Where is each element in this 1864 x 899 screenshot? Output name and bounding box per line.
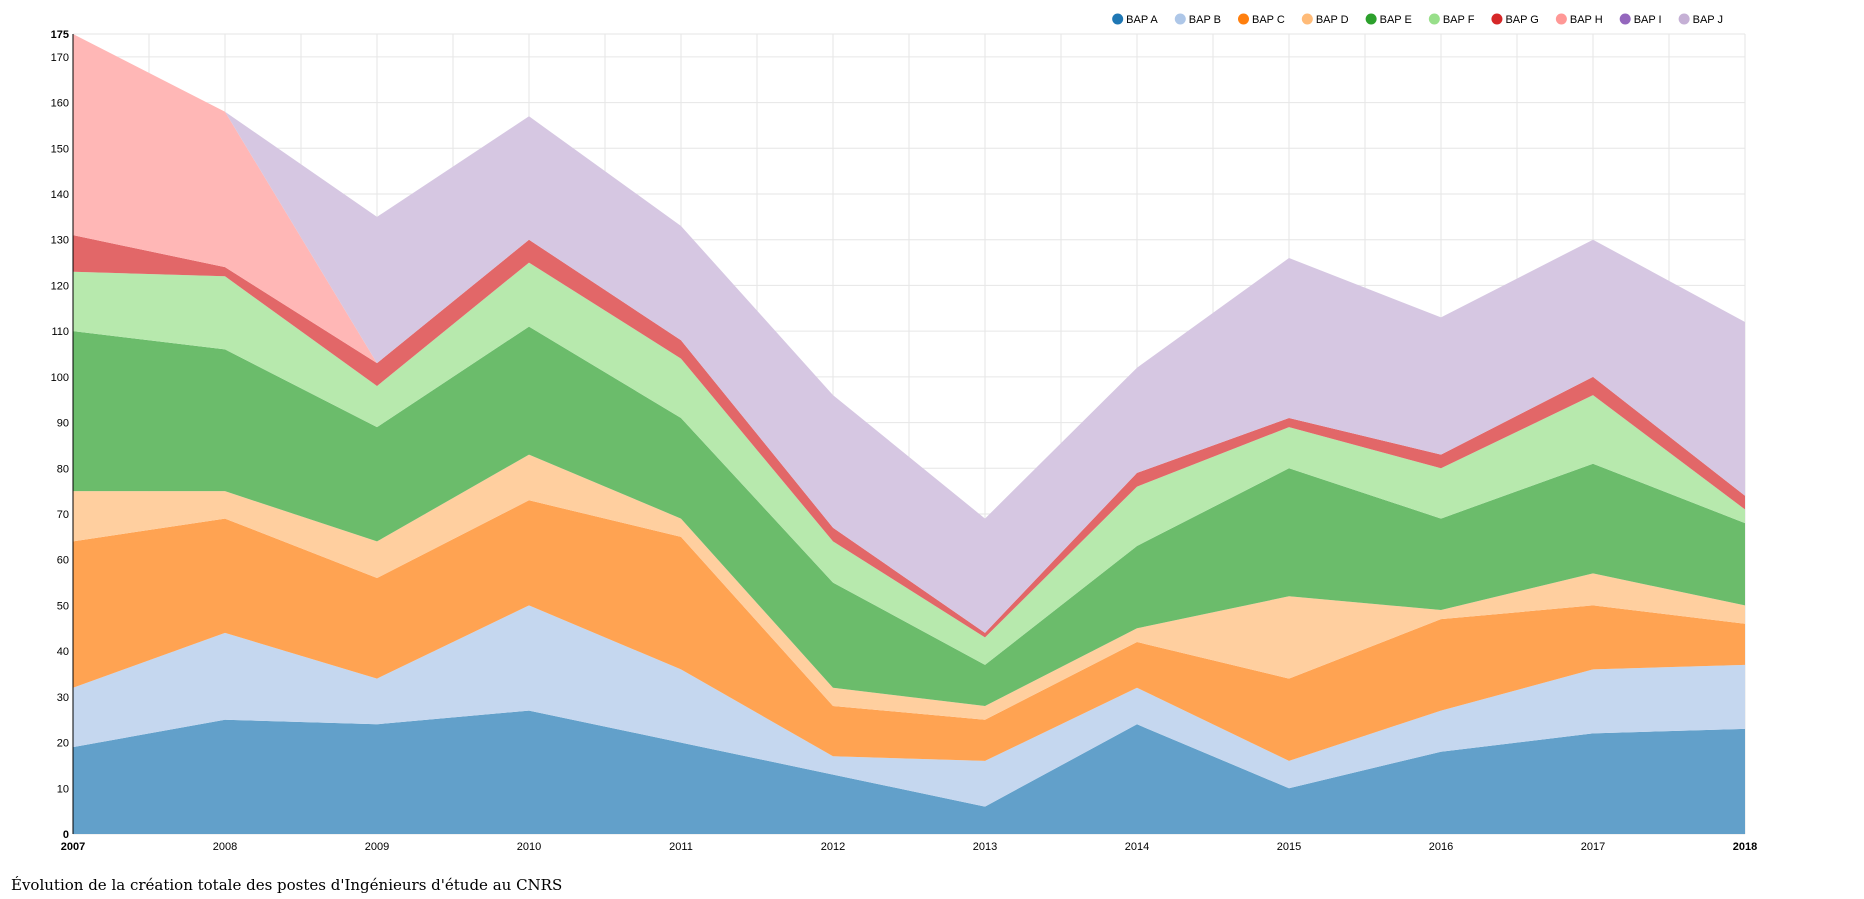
legend-swatch — [1428, 13, 1440, 25]
legend-swatch — [1491, 13, 1503, 25]
legend-label: BAP I — [1634, 14, 1662, 26]
legend-label: BAP E — [1380, 14, 1412, 26]
axis-layer: 0 10 20 30 40 50 60 70 80 90 100 110 120 130 140 150 160… — [51, 29, 1758, 853]
area-series-bap-b — [73, 605, 1745, 807]
legend-item-bap-a[interactable]: BAP A — [1112, 13, 1158, 27]
y-tick-label: 10 — [57, 783, 69, 795]
legend-item-bap-h[interactable]: BAP H — [1555, 13, 1603, 27]
y-tick-label: 50 — [57, 600, 69, 612]
y-tick-label: 150 — [51, 143, 69, 155]
legend-label: BAP F — [1443, 14, 1475, 26]
legend-label: BAP G — [1505, 14, 1538, 26]
x-tick-label: 2011 — [669, 841, 693, 853]
y-tick-label: 90 — [57, 418, 69, 430]
x-tick-label: 2013 — [973, 841, 997, 853]
legend-label: BAP B — [1189, 14, 1221, 26]
y-tick-label: 110 — [51, 326, 69, 338]
y-tick-label: 60 — [57, 555, 69, 567]
x-tick-label: 2015 — [1277, 841, 1301, 853]
y-tick-label: 100 — [51, 372, 69, 384]
legend-label: BAP A — [1126, 14, 1158, 26]
legend-item-bap-g[interactable]: BAP G — [1491, 13, 1539, 27]
x-tick-label: 2012 — [821, 841, 845, 853]
legend-swatch — [1678, 13, 1690, 25]
x-tick-label: 2009 — [365, 841, 389, 853]
y-tick-label: 170 — [51, 52, 69, 64]
area-series-bap-c — [73, 500, 1745, 761]
y-tick-label: 0 — [63, 829, 69, 841]
stacked-area-chart: 0 10 20 30 40 50 60 70 80 90 100 110 120 130 140 150 160… — [51, 13, 1758, 853]
x-tick-label: 2018 — [1733, 841, 1757, 853]
x-tick-label: 2007 — [61, 841, 85, 853]
x-tick-label: 2016 — [1429, 841, 1453, 853]
legend-swatch — [1619, 13, 1631, 25]
legend-swatch — [1238, 13, 1249, 25]
area-series-bap-d — [73, 454, 1745, 720]
legend-swatch — [1301, 13, 1313, 25]
legend-item-bap-d[interactable]: BAP D — [1301, 13, 1349, 27]
legend-item-bap-i[interactable]: BAP I — [1619, 13, 1662, 27]
legend-swatch — [1174, 13, 1186, 25]
x-tick-label: 2014 — [1125, 841, 1149, 853]
legend-swatch — [1555, 13, 1567, 25]
legend-label: BAP J — [1693, 14, 1723, 26]
y-tick-label: 70 — [57, 509, 69, 521]
legend-swatch — [1365, 13, 1377, 25]
legend-item-bap-f[interactable]: BAP F — [1428, 13, 1475, 27]
y-tick-label: 140 — [51, 189, 69, 201]
legend-label: BAP D — [1316, 14, 1349, 26]
y-tick-label: 40 — [57, 646, 69, 658]
legend-item-bap-j[interactable]: BAP J — [1678, 13, 1723, 27]
legend-item-bap-e[interactable]: BAP E — [1365, 13, 1412, 27]
y-tick-label: 160 — [51, 98, 69, 110]
y-tick-label: 20 — [57, 738, 69, 750]
x-tick-label: 2010 — [517, 841, 541, 853]
area-series-bap-j — [73, 34, 1745, 633]
legend-label: BAP H — [1570, 14, 1603, 26]
area-series-bap-a — [73, 710, 1745, 834]
chart-caption: Évolution de la création totale des post… — [11, 876, 563, 894]
area-series-bap-f — [73, 262, 1745, 665]
area-layer — [73, 34, 1745, 834]
x-tick-label: 2017 — [1581, 841, 1605, 853]
chart-area: 0 10 20 30 40 50 60 70 80 90 100 110 120 130 140 150 160… — [51, 13, 1758, 853]
legend-label: BAP C — [1252, 14, 1285, 26]
area-series-bap-e — [73, 326, 1745, 706]
y-tick-label: 175 — [51, 29, 69, 41]
x-tick-label: 2008 — [213, 841, 237, 853]
legend-item-bap-c[interactable]: BAP C — [1238, 13, 1285, 27]
legend: BAP A BAP B BAP C BAP D BAP E BAP F BAP G BAP H… — [1112, 13, 1723, 27]
legend-swatch — [1112, 13, 1124, 25]
y-tick-label: 130 — [51, 235, 69, 247]
legend-item-bap-b[interactable]: BAP B — [1174, 13, 1221, 27]
y-tick-label: 30 — [57, 692, 69, 704]
y-tick-label: 120 — [51, 280, 69, 292]
y-tick-label: 80 — [57, 463, 69, 475]
